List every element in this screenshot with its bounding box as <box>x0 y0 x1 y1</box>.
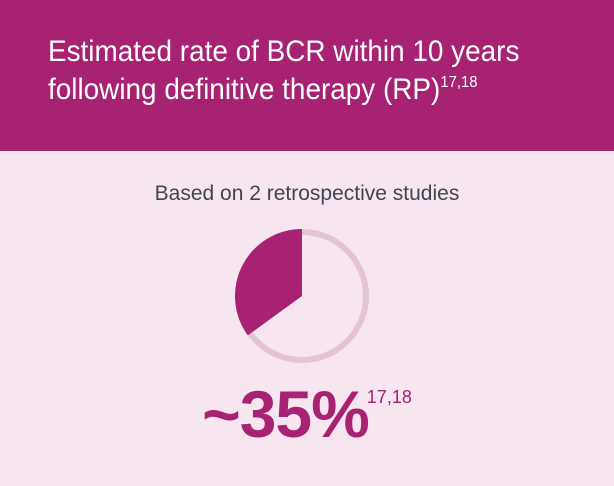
page-title: Estimated rate of BCR within 10 years fo… <box>48 33 530 109</box>
stat-callout: ~35%17,18 <box>0 378 614 450</box>
title-line-1: Estimated rate of BCR within 10 years <box>48 35 520 68</box>
stat-value: ~35% <box>202 377 370 451</box>
pie-slice-value <box>235 229 302 336</box>
header-banner: Estimated rate of BCR within 10 years fo… <box>0 0 614 151</box>
title-references: 17,18 <box>440 74 478 91</box>
title-line-2: following definitive therapy (RP) <box>48 73 441 106</box>
subtitle: Based on 2 retrospective studies <box>154 182 460 205</box>
stat-references: 17,18 <box>366 387 412 407</box>
pie-chart <box>235 229 369 363</box>
